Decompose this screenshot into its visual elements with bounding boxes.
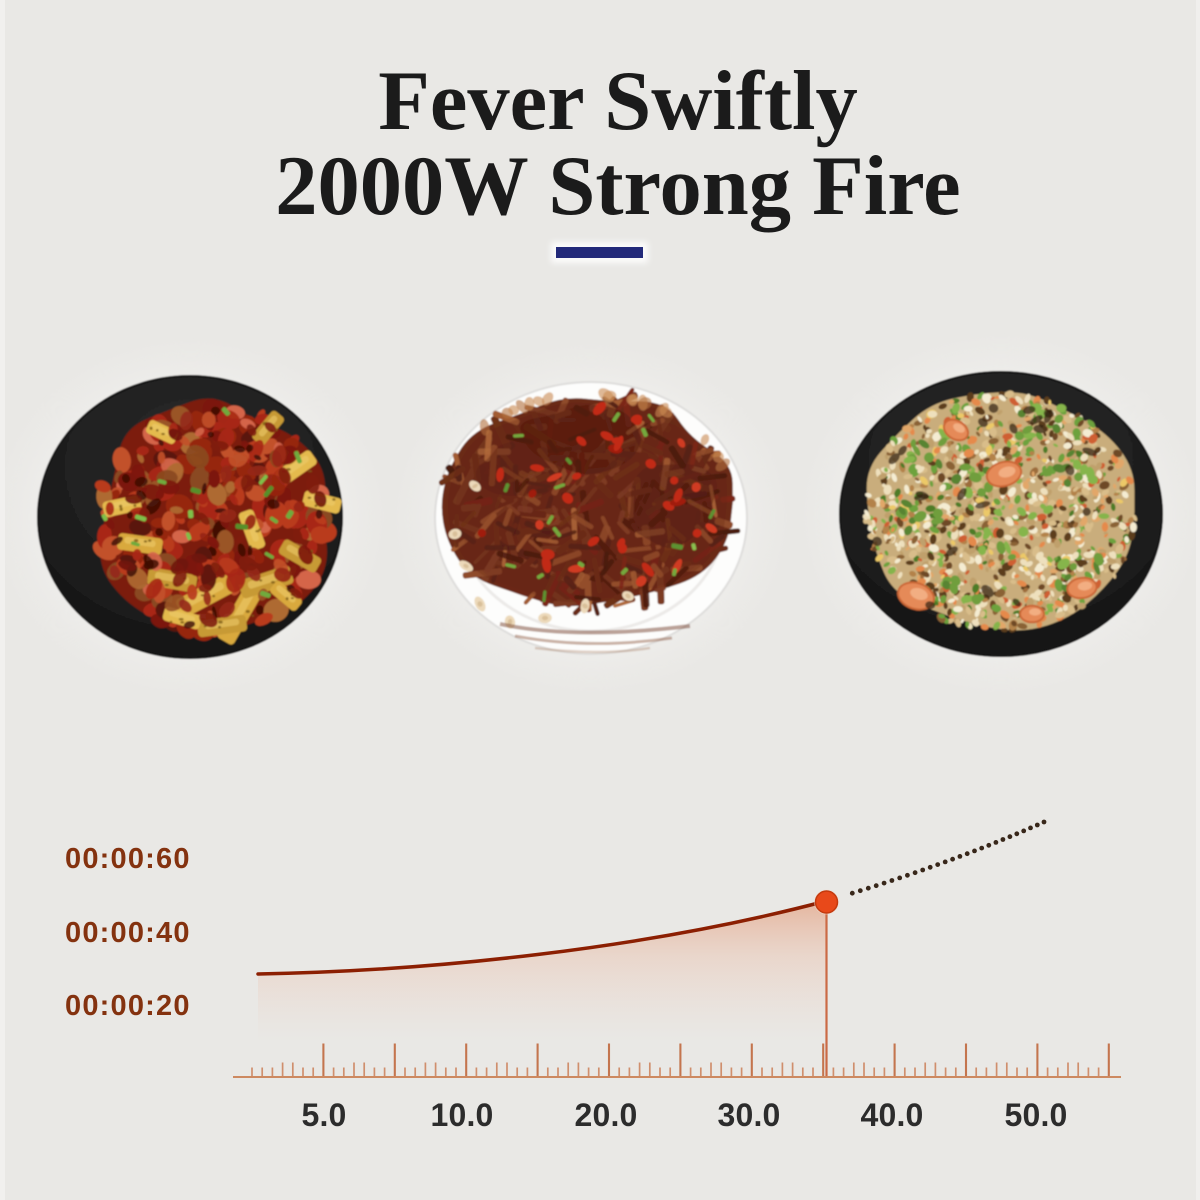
svg-text:10.0: 10.0 bbox=[430, 1097, 493, 1133]
svg-text:40.0: 40.0 bbox=[860, 1097, 923, 1133]
svg-text:20.0: 20.0 bbox=[574, 1097, 637, 1133]
svg-text:00:00:20: 00:00:20 bbox=[65, 990, 191, 1022]
svg-text:30.0: 30.0 bbox=[717, 1097, 780, 1133]
svg-text:00:00:60: 00:00:60 bbox=[65, 843, 191, 875]
svg-text:50.0: 50.0 bbox=[1004, 1097, 1067, 1133]
svg-text:5.0: 5.0 bbox=[301, 1097, 346, 1133]
svg-text:00:00:40: 00:00:40 bbox=[65, 917, 191, 949]
